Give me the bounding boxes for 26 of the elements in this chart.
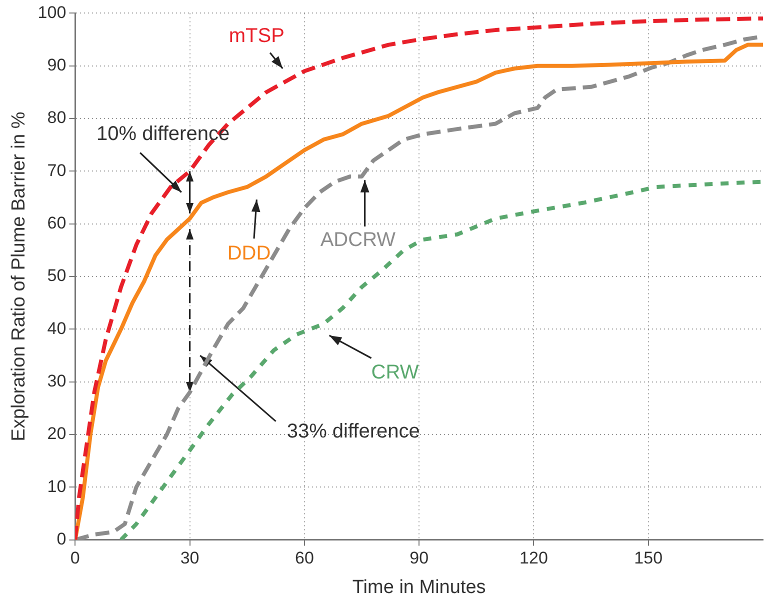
y-axis-title: Exploration Ratio of Plume Barrier in % [8,112,30,442]
x-tick-label: 60 [294,548,314,568]
y-tick-label: 100 [38,2,66,22]
y-tick-label: 60 [47,214,66,233]
text: CRW [371,361,419,384]
line-series [119,180,763,540]
text: DDD [227,242,271,264]
x-tick-label: 0 [70,548,80,568]
x-axis-title: Time in Minutes [352,576,486,598]
y-tick-label: 70 [47,160,66,180]
y-tick-label: 90 [47,56,66,75]
x-tick-label: 90 [410,548,429,568]
y-tick-label: 0 [56,529,66,548]
y-tick-label: 30 [47,372,66,391]
x-tick-label: 150 [634,548,663,568]
y-tick-label: 50 [47,266,66,286]
y-tick-label: 80 [47,108,66,128]
y-tick-label: 10 [47,476,66,496]
x-tick-label: 30 [180,548,200,568]
y-tick-label: 40 [47,318,66,338]
y-tick-label: 20 [47,424,66,444]
annotation: 33% difference [286,420,420,442]
annotation: 10% difference [96,122,230,145]
series-label: mTSP [228,24,284,47]
x-tick-label: 120 [520,548,548,568]
series-label: ADCRW [320,229,396,252]
